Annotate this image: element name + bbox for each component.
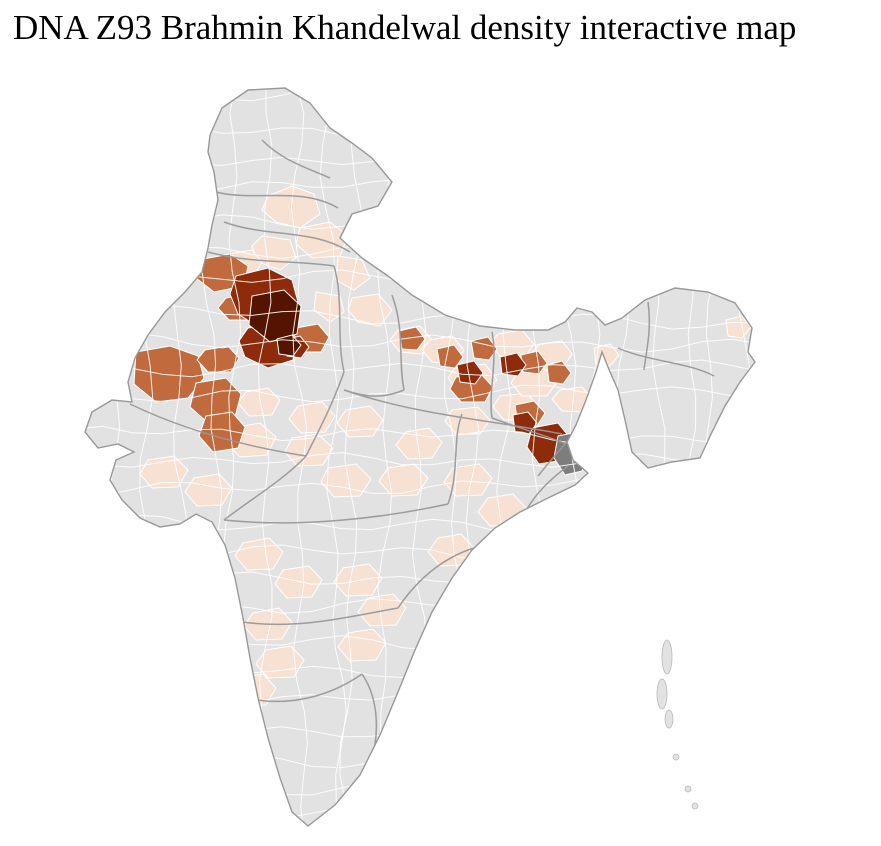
district-region-r06[interactable] bbox=[313, 291, 345, 323]
district-border-line bbox=[85, 425, 755, 446]
district-border-line bbox=[579, 88, 601, 826]
district-border-line bbox=[85, 684, 755, 706]
district-region-r38[interactable] bbox=[395, 427, 443, 460]
district-border-line bbox=[319, 88, 347, 826]
district-region-r05[interactable] bbox=[347, 293, 393, 327]
district-border-line bbox=[290, 88, 308, 826]
district-border-line bbox=[85, 88, 91, 826]
district-region-r30[interactable] bbox=[333, 563, 383, 597]
district-region-h04[interactable] bbox=[456, 360, 484, 385]
district-border-line bbox=[85, 778, 755, 796]
district-border-line bbox=[85, 452, 755, 468]
district-border-line bbox=[85, 150, 755, 167]
district-border-line bbox=[85, 172, 755, 196]
andaman-nicobar-islands bbox=[656, 639, 699, 810]
district-border-line bbox=[85, 123, 755, 143]
country-outline bbox=[84, 87, 756, 827]
district-region-r28[interactable] bbox=[255, 645, 305, 679]
district-region-m14[interactable] bbox=[196, 345, 240, 373]
district-border-line bbox=[85, 726, 755, 751]
district-border-line bbox=[85, 662, 755, 679]
district-border-line bbox=[85, 800, 755, 826]
district-border-line bbox=[85, 304, 755, 330]
district-region-r31[interactable] bbox=[357, 593, 407, 627]
district-border-line bbox=[85, 214, 755, 239]
district-border-line bbox=[85, 332, 755, 353]
district-border-line bbox=[85, 243, 755, 260]
district-region-m07[interactable] bbox=[436, 344, 464, 369]
district-region-r37[interactable] bbox=[725, 315, 752, 339]
district-border-line bbox=[85, 635, 755, 653]
district-region-r15[interactable] bbox=[510, 368, 558, 397]
district-border-line bbox=[85, 268, 755, 287]
district-region-d01[interactable] bbox=[248, 289, 302, 343]
district-border-line bbox=[695, 88, 722, 826]
district-region-r19[interactable] bbox=[320, 463, 372, 498]
district-border-line bbox=[616, 88, 633, 826]
district-region-m04[interactable] bbox=[198, 411, 246, 453]
district-border-line bbox=[85, 753, 755, 772]
district-region-m06[interactable] bbox=[398, 326, 426, 351]
page-title: DNA Z93 Brahmin Khandelwal density inter… bbox=[13, 8, 797, 47]
district-region-r22[interactable] bbox=[288, 401, 336, 434]
density-regions bbox=[133, 185, 752, 707]
district-border-line bbox=[85, 88, 755, 107]
district-border-line bbox=[85, 384, 755, 403]
district-border-line bbox=[339, 88, 362, 826]
district-border-line bbox=[769, 82, 786, 838]
district-region-m12[interactable] bbox=[546, 360, 572, 385]
district-region-r26[interactable] bbox=[274, 565, 323, 599]
district-border-line bbox=[735, 88, 750, 826]
